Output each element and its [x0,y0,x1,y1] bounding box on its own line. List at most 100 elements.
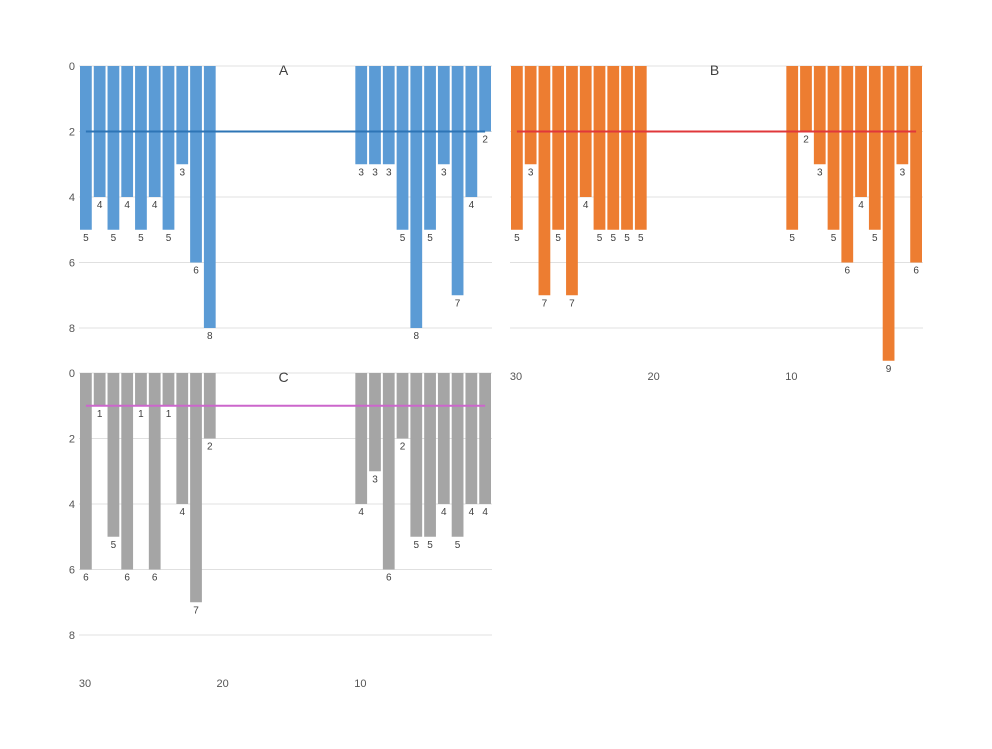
bar [203,66,216,328]
bar [190,373,202,603]
x-tick-label: 10 [354,678,366,690]
bar-value-label: 4 [179,507,185,518]
chart-title: C [278,369,288,385]
bar [107,373,120,537]
bar-value-label: 2 [400,442,406,453]
bar-value-label: 4 [124,200,130,211]
bar [80,66,92,230]
bar [424,66,436,230]
bar-value-label: 7 [455,298,461,309]
bar [786,66,799,230]
bar-value-label: 3 [900,167,906,178]
bar-value-label: 7 [193,605,199,616]
bar [107,66,120,230]
bar [634,66,647,230]
bar-value-label: 5 [166,233,172,244]
bar-value-label: 8 [414,331,420,342]
bar-value-label: 5 [597,233,603,244]
bar-value-label: 5 [400,233,406,244]
bar [80,373,92,570]
bar [465,373,478,504]
bar-value-label: 3 [386,167,392,178]
bar-value-label: 4 [858,200,864,211]
bar-value-label: 9 [886,364,892,375]
bar-value-label: 5 [138,233,144,244]
bar-value-label: 5 [831,233,837,244]
bar [355,373,368,504]
bar [396,66,409,230]
bar-value-label: 2 [207,442,213,453]
bar-value-label: 5 [427,233,433,244]
bar [162,66,175,230]
bar-value-label: 6 [913,266,919,277]
bar-value-label: 6 [193,266,199,277]
bar-value-label: 3 [372,167,378,178]
y-tick-label: 2 [69,434,75,446]
bar-value-label: 4 [152,200,158,211]
bar [121,373,134,570]
bar-value-label: 5 [872,233,878,244]
bar-value-label: 5 [610,233,616,244]
bar [479,373,491,504]
bar [479,66,491,132]
bar-value-label: 5 [555,233,561,244]
bar-value-label: 6 [152,573,158,584]
bar [841,66,854,263]
bar-value-label: 8 [207,331,213,342]
chart-title: B [710,62,719,78]
bar-value-label: 6 [124,573,130,584]
bar-value-label: 6 [845,266,851,277]
bar-value-label: 5 [427,540,433,551]
bar [910,66,922,263]
x-tick-label: 30 [510,371,522,383]
bar [355,66,368,165]
y-tick-label: 0 [69,368,75,380]
bar-value-label: 1 [166,409,172,420]
bar [176,66,189,165]
bar-value-label: 5 [624,233,630,244]
bar-value-label: 3 [358,167,364,178]
bar [800,66,812,132]
bar [148,373,161,570]
bar-value-label: 5 [789,233,795,244]
bar [538,66,551,296]
bar-value-label: 3 [179,167,185,178]
y-tick-label: 6 [69,565,75,577]
bar [511,66,523,230]
bar-value-label: 6 [83,573,89,584]
bar [437,373,450,504]
bar-value-label: 3 [372,474,378,485]
bar-value-label: 5 [414,540,420,551]
bar [868,66,881,230]
bar-value-label: 3 [817,167,823,178]
chart-title: A [279,62,289,78]
bar [552,66,565,230]
x-tick-label: 30 [79,678,91,690]
bar-value-label: 2 [482,135,488,146]
bar [451,373,464,537]
y-tick-label: 4 [69,192,75,204]
bar-value-label: 3 [528,167,534,178]
bar-value-label: 5 [111,233,117,244]
bar [566,66,578,296]
bar [896,66,909,165]
bar [93,373,106,406]
bar [135,66,147,230]
x-tick-label: 10 [785,371,797,383]
bar [813,66,826,165]
bar-value-label: 4 [469,507,475,518]
y-tick-label: 6 [69,258,75,270]
bar [190,66,202,263]
y-tick-label: 0 [69,61,75,73]
y-tick-label: 2 [69,127,75,139]
bar-value-label: 6 [386,573,392,584]
bar [424,373,436,537]
y-tick-label: 4 [69,499,75,511]
bar [135,373,147,406]
bar [621,66,633,230]
